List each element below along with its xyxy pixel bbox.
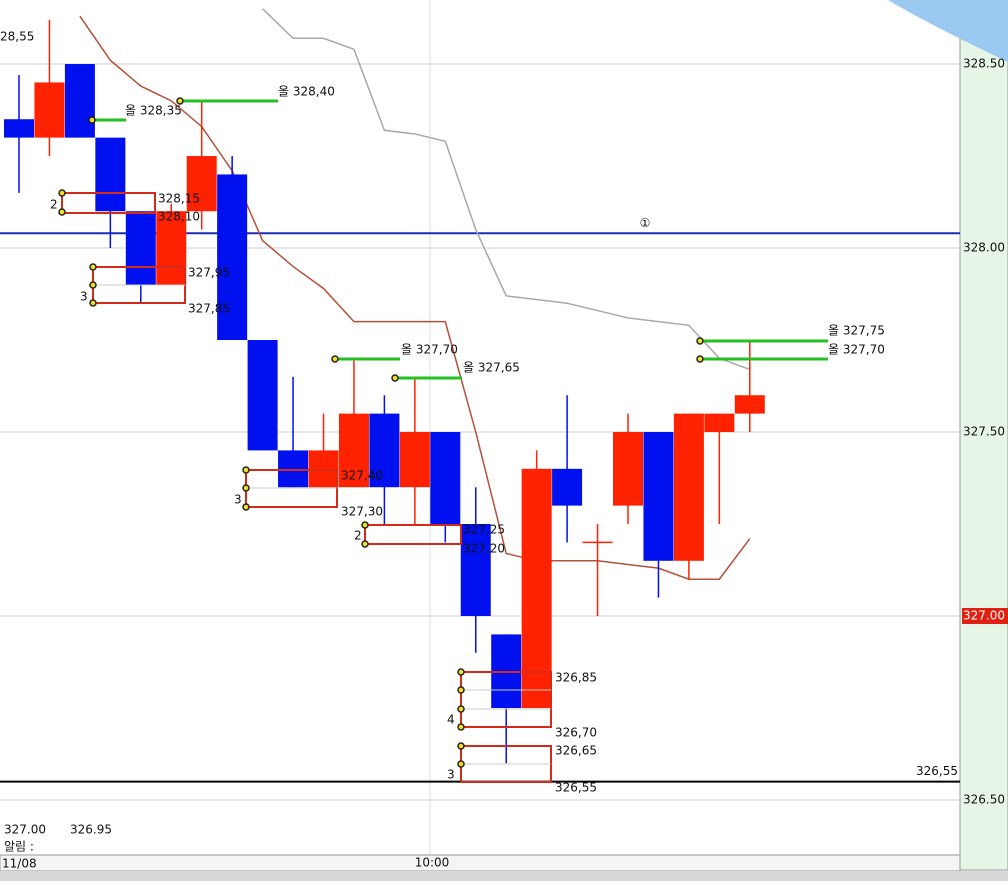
anchor-dot [88, 116, 96, 124]
anchor-dot [457, 705, 465, 713]
price-axis-panel [959, 0, 1008, 871]
candle-body [613, 432, 643, 506]
anchor-dot [58, 189, 66, 197]
order-boxes [61, 99, 828, 783]
candle-body [186, 156, 217, 212]
order-box [460, 671, 552, 728]
candle-body [521, 468, 552, 709]
annotation: 3 [447, 768, 455, 782]
candle-body [64, 64, 95, 138]
annotation: 326,55 [555, 781, 597, 795]
annotation: 327,95 [188, 266, 230, 280]
annotation: 3 [80, 290, 88, 304]
info-text: 327.00 [4, 823, 46, 837]
annotation: 326,70 [555, 726, 597, 740]
anchor-dot [457, 686, 465, 694]
indicator-line [79, 15, 751, 580]
anchor-dot [89, 263, 97, 271]
candle-body [156, 211, 187, 285]
annotation: 올 327,70 [828, 343, 885, 357]
candle-body [217, 174, 248, 341]
candle-body [278, 450, 309, 488]
anchor-dot [361, 521, 369, 529]
candle-body [552, 468, 583, 506]
anchor-dot [242, 484, 250, 492]
horizontal-line-label: 326,55 [916, 764, 958, 778]
anchor-dot [391, 374, 399, 382]
anchor-dot [242, 503, 250, 511]
info-text: 알림 : [4, 840, 34, 854]
time-axis [0, 854, 961, 872]
candle-body [338, 413, 369, 488]
anchor-dot [242, 466, 250, 474]
indicator-line [262, 8, 751, 371]
order-box [364, 524, 462, 545]
candle-body [369, 413, 400, 488]
annotation: 326,85 [555, 671, 597, 685]
candle-body [460, 524, 491, 617]
candle-body [430, 432, 461, 525]
y-tick-label: 328.00 [963, 241, 1005, 255]
y-tick-label: 327.50 [963, 425, 1005, 439]
info-text: 326.95 [70, 823, 112, 837]
annotation: 327,30 [341, 505, 383, 519]
annotation: 4 [447, 713, 455, 727]
annotation: 올 328,40 [278, 85, 335, 99]
order-box [61, 192, 156, 214]
y-tick-label: 326.50 [963, 793, 1005, 807]
candle-body [4, 119, 34, 138]
overlay-corner [888, 0, 1008, 62]
annotation: 3 [234, 493, 242, 507]
anchor-dot [696, 337, 704, 345]
candle-body [308, 450, 339, 488]
anchor-dot [331, 355, 339, 363]
anchor-dot [58, 208, 66, 216]
y-tick-label: 328.50 [963, 57, 1005, 71]
annotation: 328,10 [158, 210, 200, 224]
annotation: 올 327,75 [828, 324, 885, 338]
anchor-dot [89, 281, 97, 289]
anchor-dot [457, 742, 465, 750]
annotation: 327,40 [341, 469, 383, 483]
annotation: 326,65 [555, 744, 597, 758]
x-label: 10:00 [415, 856, 450, 870]
annotation: 327,85 [188, 302, 230, 316]
anchor-dot [457, 723, 465, 731]
candle-body [704, 413, 735, 433]
status-bar [0, 871, 1008, 881]
annotation: 327,25 [463, 523, 505, 537]
x-label: 11/08 [2, 857, 37, 871]
candle-body [643, 432, 674, 561]
annotation: 28,55 [0, 30, 34, 44]
annotation: 올 327,70 [401, 343, 458, 357]
candle-body [734, 395, 765, 414]
y-tick-label: 327.00 [963, 609, 1005, 623]
annotation: 328,15 [158, 192, 200, 206]
horizontal-line-label: ① [640, 216, 651, 230]
anchor-dot [696, 355, 704, 363]
anchor-dot [89, 299, 97, 307]
anchor-dot [457, 668, 465, 676]
anchor-dot [176, 97, 184, 105]
anchor-dot [361, 540, 369, 548]
anchor-dot [457, 760, 465, 768]
annotation: 올 327,65 [463, 361, 520, 375]
last-price-box [962, 608, 1008, 625]
candle-body [125, 211, 156, 285]
candle-body [673, 413, 704, 561]
candle-body [247, 340, 278, 451]
candle-body [34, 82, 65, 138]
annotation: 올 328,35 [125, 104, 182, 118]
annotation: 2 [354, 529, 362, 543]
annotation: 327,20 [463, 542, 505, 556]
candle-body [95, 137, 126, 212]
candle-body [399, 432, 430, 488]
annotation: 2 [50, 198, 58, 212]
